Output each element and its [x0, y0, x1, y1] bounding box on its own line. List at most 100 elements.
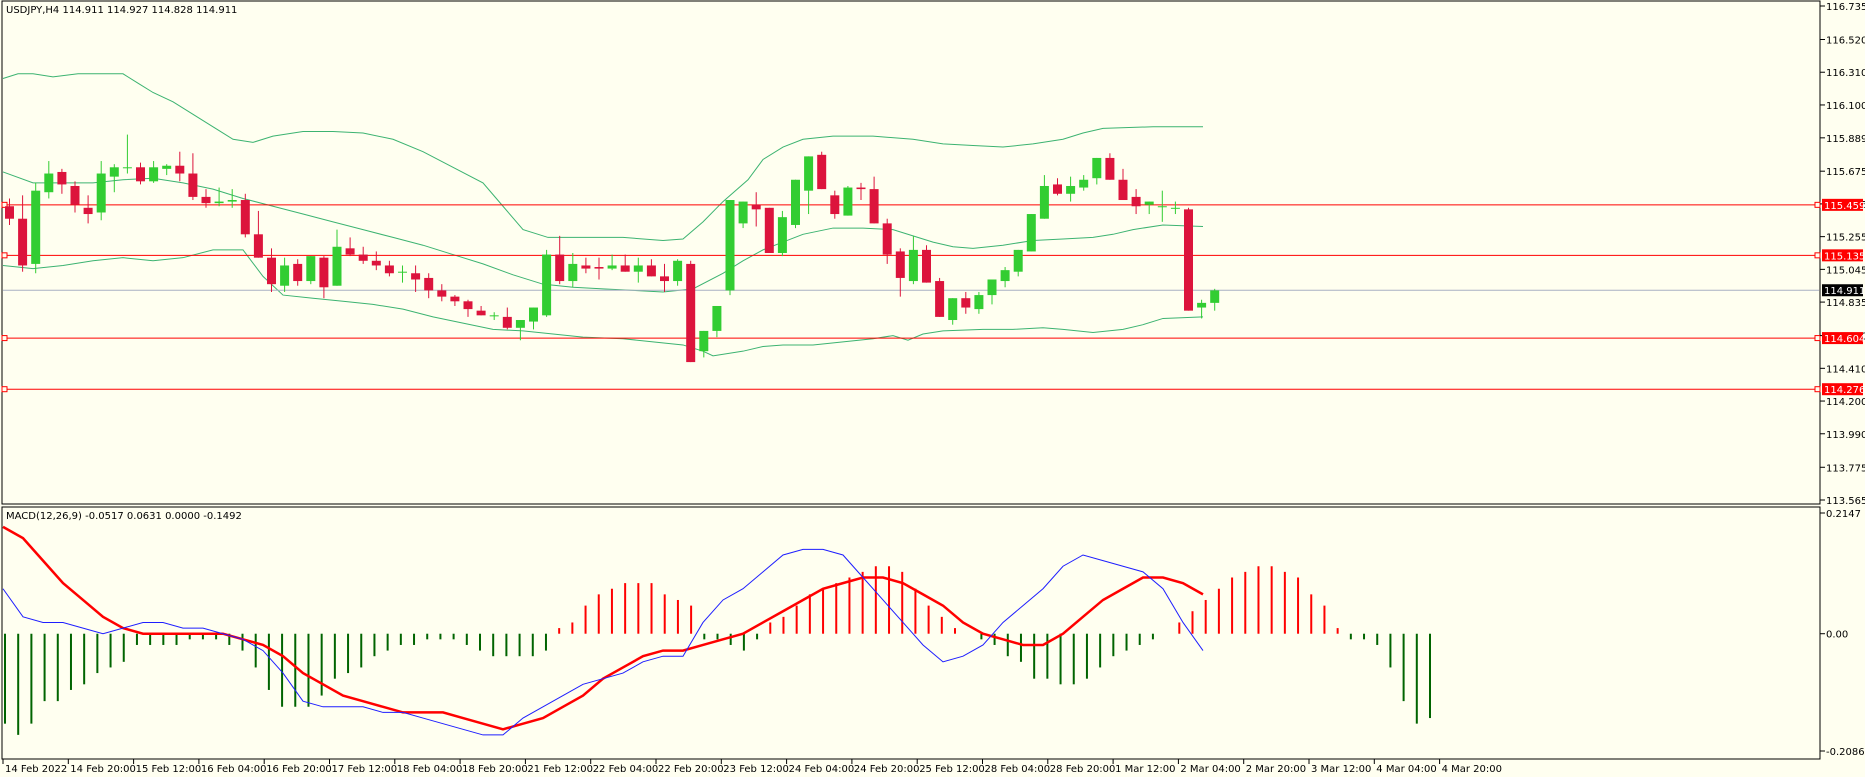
macd-axis-label: 0.2147: [1826, 509, 1861, 520]
bearish-candle: [5, 206, 14, 219]
bearish-candle: [240, 200, 250, 235]
bearish-candle: [869, 189, 879, 224]
bearish-candle: [646, 265, 656, 277]
level-line-handle: [1, 386, 8, 393]
time-axis-label: 22 Feb 04:00: [593, 764, 659, 775]
bearish-candle: [175, 165, 185, 174]
bearish-candle: [830, 195, 840, 215]
time-axis-label: 14 Feb 20:00: [70, 764, 136, 775]
bearish-candle: [594, 267, 604, 269]
bearish-candle: [345, 248, 355, 255]
bullish-candle: [791, 179, 800, 225]
bearish-candle: [57, 171, 67, 185]
bollinger-lower-band: [2, 249, 1204, 357]
bollinger-upper-band: [2, 73, 1203, 242]
bullish-candle: [1079, 179, 1089, 188]
time-axis-label: 14 Feb 2022: [5, 764, 67, 775]
bearish-candle: [751, 204, 761, 210]
bullish-candle: [332, 246, 342, 286]
bearish-candle: [1105, 157, 1115, 180]
bearish-candle: [856, 187, 866, 190]
bullish-candle: [280, 265, 290, 286]
time-axis-label: 22 Feb 20:00: [658, 764, 724, 775]
bearish-candle: [411, 273, 421, 280]
price-axis-label: 114.200: [1826, 397, 1865, 408]
bullish-candle: [633, 265, 643, 272]
bullish-candle: [908, 249, 918, 282]
bearish-candle: [555, 254, 565, 282]
bearish-candle: [935, 281, 945, 317]
bearish-candle: [581, 265, 591, 269]
level-price-label: 114.276: [1824, 385, 1865, 396]
bearish-candle: [463, 301, 473, 310]
bullish-candle: [607, 265, 617, 269]
time-axis-label: 24 Feb 04:00: [789, 764, 855, 775]
bearish-candle: [502, 316, 512, 328]
time-axis-label: 25 Feb 12:00: [919, 764, 985, 775]
current-price-label: 114.911: [1824, 286, 1865, 297]
bullish-candle: [44, 173, 54, 193]
bullish-candle: [1066, 185, 1076, 194]
time-axis-label: 2 Mar 20:00: [1246, 764, 1306, 775]
bearish-candle: [358, 254, 368, 261]
bearish-candle: [319, 257, 329, 288]
bearish-candle: [660, 276, 669, 282]
bullish-candle: [227, 200, 237, 202]
bearish-candle: [424, 277, 434, 291]
time-axis-label: 15 Feb 12:00: [136, 764, 202, 775]
level-price-label: 115.135: [1824, 251, 1865, 262]
time-axis-label: 18 Feb 04:00: [397, 764, 463, 775]
macd-layer: [2, 525, 1431, 736]
bearish-candle: [895, 251, 905, 278]
bearish-candle: [764, 207, 774, 253]
price-axis-label: 116.310: [1826, 68, 1865, 79]
price-axis-label: 115.255: [1826, 233, 1865, 244]
time-axis-label: 1 Mar 12:00: [1115, 764, 1175, 775]
bullish-candle: [804, 156, 814, 191]
bullish-candle: [306, 256, 316, 282]
macd-pane-frame: [1, 506, 1821, 760]
bullish-candle: [673, 260, 683, 282]
level-line-handle: [1814, 335, 1821, 342]
bullish-candle: [738, 201, 748, 224]
price-axis-label: 113.775: [1826, 463, 1865, 474]
level-line-handle: [1814, 386, 1821, 393]
bullish-candle: [699, 330, 709, 352]
bullish-candle: [777, 217, 787, 253]
current-price-tag: [1822, 284, 1863, 297]
price-axis-label: 116.100: [1826, 101, 1865, 112]
bullish-candle: [948, 298, 958, 321]
level-price-tag: [1822, 249, 1863, 262]
bearish-candle: [450, 296, 460, 302]
bullish-candle: [122, 167, 132, 169]
bearish-candle: [882, 223, 892, 255]
bullish-candle: [162, 165, 172, 169]
time-axis-label: 21 Feb 12:00: [527, 764, 593, 775]
bullish-candle: [987, 279, 997, 296]
time-axis-label: 4 Mar 20:00: [1442, 764, 1502, 775]
macd-axis-label: -0.2086: [1826, 747, 1865, 758]
bullish-candle: [31, 190, 41, 264]
macd-axis-label: 0.00: [1826, 630, 1848, 641]
level-line-handle: [1814, 201, 1821, 208]
bullish-candle: [529, 307, 538, 322]
bullish-candle: [712, 305, 722, 331]
bullish-candle: [843, 187, 853, 216]
bearish-candle: [267, 257, 276, 285]
bullish-candle: [109, 167, 119, 177]
level-line-handle: [1, 252, 8, 259]
time-axis-label: 16 Feb 04:00: [201, 764, 267, 775]
time-axis-label: 24 Feb 20:00: [854, 764, 920, 775]
bearish-candle: [188, 173, 198, 197]
bullish-candle: [1170, 207, 1180, 209]
bullish-candle: [1039, 185, 1049, 219]
price-axis-label: 116.520: [1826, 36, 1865, 47]
bearish-candle: [1053, 184, 1062, 194]
price-axis-label: 115.889: [1826, 134, 1865, 145]
level-line-handle: [1814, 252, 1821, 259]
bullish-candle: [1144, 201, 1154, 205]
